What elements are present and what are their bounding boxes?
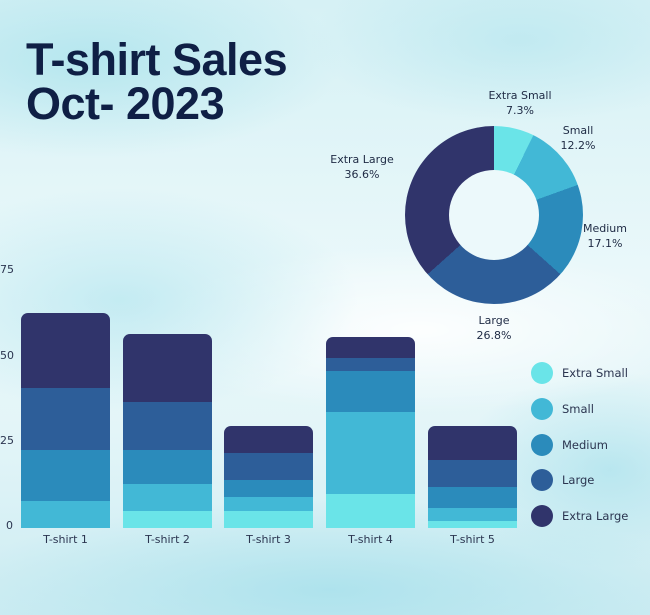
legend-item-medium: Medium — [531, 434, 608, 456]
bar-segment-extra-large — [224, 425, 313, 454]
x-axis-label: T-shirt 5 — [450, 533, 495, 546]
legend-item-extra-large: Extra Large — [531, 505, 628, 527]
pie-label-extra-large: Extra Large 36.6% — [330, 152, 393, 182]
legend-label: Extra Large — [562, 509, 629, 523]
bar-t-shirt-4 — [326, 337, 415, 528]
legend-item-large: Large — [531, 469, 594, 491]
legend-swatch-icon — [531, 398, 553, 420]
pie-label-small: Small 12.2% — [561, 123, 596, 153]
legend-label: Extra Small — [562, 366, 628, 380]
bar-segment-medium — [123, 449, 212, 484]
pie-label-name: Small — [562, 124, 594, 137]
donut-hole — [449, 170, 539, 260]
pie-label-medium: Medium 17.1% — [583, 221, 627, 251]
legend-label: Small — [562, 402, 594, 416]
legend-item-small: Small — [531, 398, 594, 420]
pie-label-percent: 7.3% — [506, 104, 534, 117]
bar-segment-extra-large — [428, 425, 517, 460]
y-tick-label: 25 — [0, 433, 14, 447]
y-tick-label: 75 — [0, 263, 14, 277]
bar-segment-extra-large — [21, 313, 110, 389]
y-tick-label: 0 — [6, 519, 13, 532]
bar-segment-large — [224, 453, 313, 481]
x-axis-label: T-shirt 1 — [43, 533, 88, 546]
legend-item-extra-small: Extra Small — [531, 362, 628, 384]
bar-segment-small — [123, 483, 212, 511]
pie-label-name: Large — [478, 314, 510, 327]
pie-label-percent: 17.1% — [587, 237, 623, 250]
bar-segment-extra-small — [428, 521, 517, 528]
x-axis-label: T-shirt 4 — [348, 533, 393, 546]
legend-swatch-icon — [531, 469, 553, 491]
bar-segment-small — [326, 412, 415, 494]
pie-label-large: Large 26.8% — [477, 313, 512, 343]
title-line-2: Oct- 2023 — [26, 78, 225, 129]
pie-label-extra-small: Extra Small 7.3% — [488, 88, 551, 118]
legend-swatch-icon — [531, 362, 553, 384]
bar-segment-extra-small — [123, 510, 212, 528]
bar-t-shirt-3 — [224, 425, 313, 528]
pie-label-name: Extra Small — [488, 89, 552, 102]
bar-segment-large — [123, 401, 212, 450]
bar-segment-medium — [326, 371, 415, 413]
bar-t-shirt-1 — [21, 313, 110, 528]
x-axis-label: T-shirt 3 — [246, 533, 291, 546]
bar-t-shirt-5 — [428, 425, 517, 528]
title-line-1: T-shirt Sales — [26, 34, 288, 85]
legend-swatch-icon — [531, 505, 553, 527]
donut-ring — [405, 126, 583, 304]
bar-segment-small — [224, 497, 313, 511]
legend-label: Medium — [562, 438, 608, 452]
legend-swatch-icon — [531, 434, 553, 456]
bar-segment-large — [326, 357, 415, 372]
pie-label-name: Extra Large — [330, 153, 394, 166]
bar-segment-large — [21, 388, 110, 450]
bar-segment-extra-large — [326, 337, 415, 358]
bar-segment-medium — [224, 480, 313, 498]
bar-segment-large — [428, 459, 517, 488]
pie-label-name: Medium — [583, 222, 627, 235]
pie-label-percent: 36.6% — [344, 168, 380, 181]
legend-label: Large — [562, 473, 595, 487]
y-tick-label: 50 — [0, 348, 14, 362]
bar-segment-medium — [428, 487, 517, 508]
pie-label-percent: 26.8% — [476, 329, 512, 342]
bar-segment-small — [21, 500, 110, 528]
pie-label-percent: 12.2% — [560, 139, 596, 152]
bar-segment-small — [428, 507, 517, 522]
bar-segment-extra-small — [224, 510, 313, 528]
page-title: T-shirt Sales Oct- 2023 — [26, 34, 288, 129]
bar-segment-extra-small — [326, 493, 415, 528]
bar-t-shirt-2 — [123, 333, 212, 528]
bar-segment-medium — [21, 449, 110, 501]
bar-segment-extra-large — [123, 333, 212, 402]
x-axis-label: T-shirt 2 — [145, 533, 190, 546]
